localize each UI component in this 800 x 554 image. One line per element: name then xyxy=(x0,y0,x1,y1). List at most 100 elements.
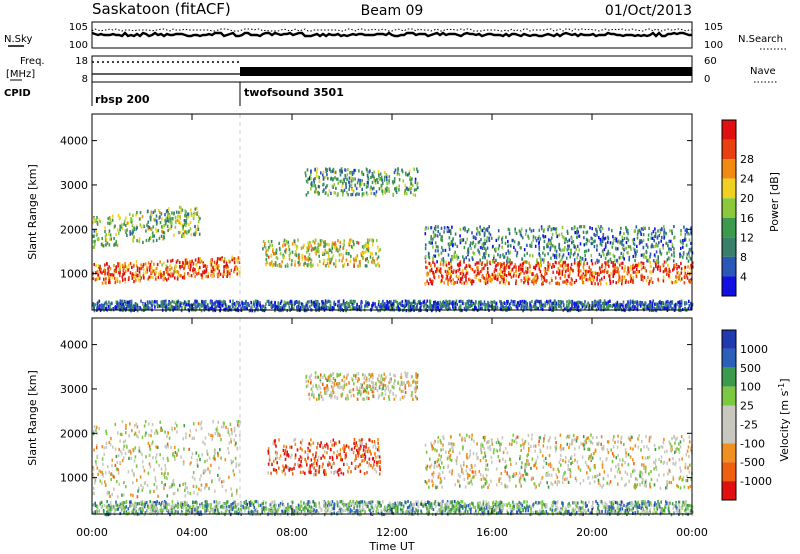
power-point xyxy=(366,247,368,251)
power-point xyxy=(440,307,442,311)
power-point xyxy=(561,255,564,259)
power-point xyxy=(591,271,594,275)
power-point xyxy=(551,227,553,231)
power-point xyxy=(104,230,106,234)
power-point xyxy=(168,216,170,220)
velocity-point xyxy=(123,493,125,497)
power-point xyxy=(141,215,144,219)
power-point xyxy=(642,265,645,269)
power-point xyxy=(536,276,539,280)
power-point xyxy=(627,280,630,284)
power-point xyxy=(518,268,520,272)
power-point xyxy=(313,247,316,251)
velocity-point xyxy=(164,483,166,487)
power-point xyxy=(598,252,601,256)
power-point xyxy=(340,167,343,171)
power-point xyxy=(306,250,308,254)
power-point xyxy=(597,307,600,311)
power-point xyxy=(610,260,613,264)
power-point xyxy=(148,225,151,229)
power-point xyxy=(512,238,514,242)
power-point xyxy=(360,254,363,258)
power-point xyxy=(278,241,280,245)
power-point xyxy=(148,275,150,279)
power-point xyxy=(565,237,567,241)
power-point xyxy=(509,305,511,309)
power-point xyxy=(407,301,409,305)
power-point xyxy=(452,305,454,309)
power-point xyxy=(505,263,508,268)
velocity-point xyxy=(214,431,217,436)
power-point xyxy=(330,176,332,180)
power-point xyxy=(374,181,377,185)
power-point xyxy=(133,235,135,239)
power-point xyxy=(324,244,326,248)
power-point xyxy=(647,237,650,242)
power-point xyxy=(259,303,261,307)
power-point xyxy=(497,262,499,266)
power-point xyxy=(486,227,489,231)
power-point xyxy=(501,304,503,308)
power-point xyxy=(628,305,631,309)
power-point xyxy=(436,267,438,271)
power-point xyxy=(488,225,490,229)
power-point xyxy=(626,236,628,240)
power-point xyxy=(176,300,179,304)
power-point xyxy=(271,260,273,264)
power-point xyxy=(543,246,545,251)
power-point xyxy=(195,263,198,267)
power-point xyxy=(342,246,344,250)
velocity-point xyxy=(214,457,216,461)
power-point xyxy=(680,267,683,271)
power-point xyxy=(614,236,616,240)
station-title: Saskatoon (fitACF) xyxy=(92,0,231,18)
power-point xyxy=(144,306,146,310)
power-point xyxy=(306,305,309,310)
power-point xyxy=(317,242,319,246)
power-point xyxy=(538,264,540,268)
power-point xyxy=(572,240,575,244)
power-point xyxy=(164,219,166,223)
power-point xyxy=(385,173,388,177)
power-point xyxy=(578,234,580,238)
power-point xyxy=(180,274,183,278)
power-point xyxy=(554,248,556,252)
velocity-point xyxy=(153,431,156,435)
power-point xyxy=(147,306,149,311)
power-point xyxy=(284,243,286,247)
power-point xyxy=(187,303,190,307)
velocity-point xyxy=(217,473,219,477)
power-point xyxy=(427,254,430,258)
power-point xyxy=(473,302,476,306)
power-point xyxy=(560,306,563,310)
power-point xyxy=(319,243,322,247)
power-point xyxy=(311,246,314,250)
power-point xyxy=(668,274,670,278)
power-point xyxy=(408,307,410,311)
power-point xyxy=(517,275,520,279)
velocity-point xyxy=(164,430,166,434)
power-point xyxy=(236,272,238,276)
power-point xyxy=(378,300,380,304)
power-point xyxy=(642,255,645,259)
power-point xyxy=(274,262,277,266)
power-point xyxy=(577,253,579,257)
velocity-point xyxy=(167,472,169,476)
power-point xyxy=(624,280,627,285)
power-point xyxy=(176,270,179,274)
power-point xyxy=(323,182,325,186)
power-point xyxy=(321,239,323,243)
power-point xyxy=(335,177,338,181)
power-point xyxy=(552,306,555,310)
velocity-point xyxy=(163,486,165,490)
power-point xyxy=(566,263,569,267)
power-point xyxy=(374,302,376,306)
power-point xyxy=(125,269,127,273)
power-point xyxy=(290,307,292,311)
power-point xyxy=(510,299,513,303)
power-point xyxy=(327,299,329,303)
power-point xyxy=(184,209,186,213)
power-point xyxy=(160,300,163,304)
power-point xyxy=(511,261,513,265)
power-point xyxy=(131,265,133,269)
